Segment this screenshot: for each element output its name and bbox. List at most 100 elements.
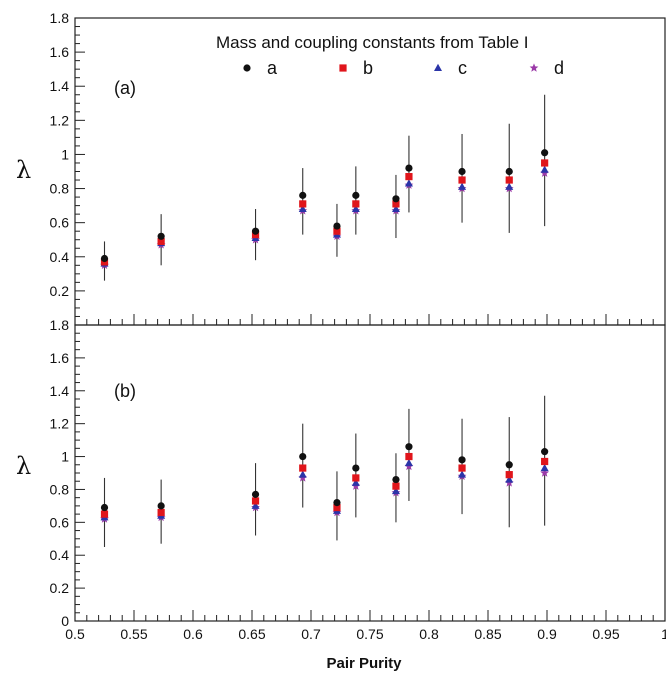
legend-label-b: b xyxy=(363,58,373,78)
data-point-c xyxy=(404,179,413,187)
data-point-c xyxy=(540,165,549,173)
data-point-a xyxy=(392,475,400,484)
data-point-a xyxy=(458,456,466,464)
data-point-a xyxy=(251,227,260,235)
legend-items: a b c d xyxy=(243,58,564,78)
x-tick-label: 0.65 xyxy=(238,626,265,642)
legend-marker-d xyxy=(529,63,539,72)
x-axis-label: Pair Purity xyxy=(326,655,402,672)
y-tick-label: 0.4 xyxy=(50,249,70,265)
data-point-c xyxy=(458,182,467,190)
x-tick-label: 0.7 xyxy=(301,626,321,642)
data-point-b xyxy=(352,200,360,208)
data-point-b xyxy=(157,508,165,517)
x-tick-label: 0.8 xyxy=(419,626,439,642)
data-point-a xyxy=(392,195,400,203)
y-tick-label: 1.6 xyxy=(50,44,70,60)
panel-a-y-ticks: 0.2 0.4 0.6 0.8 1 1.2 1.4 1.6 1.8 xyxy=(50,10,85,326)
y-tick-label: 1 xyxy=(61,146,69,162)
legend-marker-b xyxy=(339,64,347,72)
data-point-b xyxy=(392,482,400,490)
data-point-a xyxy=(405,164,413,172)
data-point-c xyxy=(540,463,549,472)
legend-title: Mass and coupling constants from Table I xyxy=(216,33,528,52)
y-tick-label: 1.2 xyxy=(50,416,70,432)
data-point-b xyxy=(541,159,549,167)
panel-b-marks xyxy=(100,395,550,547)
panel-b-label: (b) xyxy=(114,381,136,401)
data-point-a xyxy=(100,254,109,263)
data-point-d xyxy=(540,468,550,477)
panel-b-x-ticks xyxy=(74,610,666,621)
panel-a-y-axis-label: λ xyxy=(16,156,31,184)
x-tick-label: 0.85 xyxy=(474,626,501,642)
y-tick-label: 0.8 xyxy=(50,181,70,197)
x-tick-label: 0.95 xyxy=(592,626,619,642)
data-point-a xyxy=(458,167,466,176)
data-point-a xyxy=(251,490,260,498)
data-point-c xyxy=(298,204,307,213)
x-tick-label: 0.55 xyxy=(120,626,147,642)
y-tick-label: 1.6 xyxy=(50,350,70,366)
y-tick-label: 0.2 xyxy=(50,580,70,596)
data-point-a xyxy=(541,149,549,157)
data-point-a xyxy=(541,448,549,456)
x-tick-label: 1 xyxy=(661,626,666,642)
panel-b-y-axis-label: λ xyxy=(16,452,31,480)
data-point-a xyxy=(333,499,341,507)
legend-label-a: a xyxy=(267,58,278,78)
data-point-b xyxy=(157,237,165,246)
data-point-b xyxy=(299,464,307,472)
legend-marker-a xyxy=(243,64,251,72)
data-point-c xyxy=(391,486,400,495)
x-tick-label: 0.6 xyxy=(183,626,203,642)
y-tick-label: 0.4 xyxy=(50,547,70,563)
data-point-a xyxy=(405,443,413,451)
data-point-a xyxy=(352,464,360,472)
data-point-b xyxy=(352,474,360,482)
data-point-c xyxy=(251,501,260,509)
data-point-a xyxy=(157,232,165,240)
y-tick-label: 0.6 xyxy=(50,514,70,530)
data-point-b xyxy=(299,200,307,208)
panel-a-x-ticks xyxy=(74,314,666,325)
data-point-b xyxy=(405,173,413,181)
data-point-b xyxy=(333,503,341,512)
y-tick-label: 0.6 xyxy=(50,215,70,231)
data-point-a xyxy=(157,502,165,510)
data-point-c xyxy=(505,182,514,190)
data-point-b xyxy=(458,176,466,184)
data-point-c xyxy=(404,458,413,467)
y-tick-label: 1.4 xyxy=(50,78,70,94)
y-tick-label: 1 xyxy=(61,449,69,465)
y-tick-label: 1.8 xyxy=(50,10,70,26)
data-point-a xyxy=(505,167,513,176)
data-point-b xyxy=(505,176,513,184)
data-point-a xyxy=(333,222,341,230)
data-point-c xyxy=(458,470,467,478)
y-tick-label: 0.2 xyxy=(50,283,70,299)
panel-b: 0 0.2 0.4 0.6 0.8 1 1.2 1.4 1.6 1.8 λ (b) xyxy=(16,317,666,629)
y-tick-label: 1.4 xyxy=(50,383,70,399)
data-point-c xyxy=(298,470,307,478)
legend-marker-c xyxy=(434,63,442,71)
data-point-a xyxy=(299,452,307,461)
data-point-b xyxy=(458,464,466,472)
data-point-a xyxy=(299,191,307,199)
y-tick-label: 0 xyxy=(61,613,69,629)
panel-a: 0.2 0.4 0.6 0.8 1 1.2 1.4 1.6 1.8 λ (a) xyxy=(16,10,666,326)
data-point-b xyxy=(405,452,413,461)
legend-label-c: c xyxy=(458,58,467,78)
data-point-c xyxy=(351,204,360,213)
data-point-b xyxy=(100,510,109,518)
panel-a-label: (a) xyxy=(114,78,136,98)
legend: Mass and coupling constants from Table I… xyxy=(216,33,564,78)
data-point-b xyxy=(251,497,260,505)
panel-b-y-ticks: 0 0.2 0.4 0.6 0.8 1 1.2 1.4 1.6 1.8 xyxy=(50,317,85,629)
legend-label-d: d xyxy=(554,58,564,78)
y-tick-label: 1.8 xyxy=(50,317,70,333)
x-tick-labels: 0.5 0.55 0.6 0.65 0.7 0.75 0.8 0.85 0.9 0.95 1 xyxy=(65,626,666,642)
data-point-b xyxy=(505,471,513,479)
x-tick-label: 0.5 xyxy=(65,626,85,642)
